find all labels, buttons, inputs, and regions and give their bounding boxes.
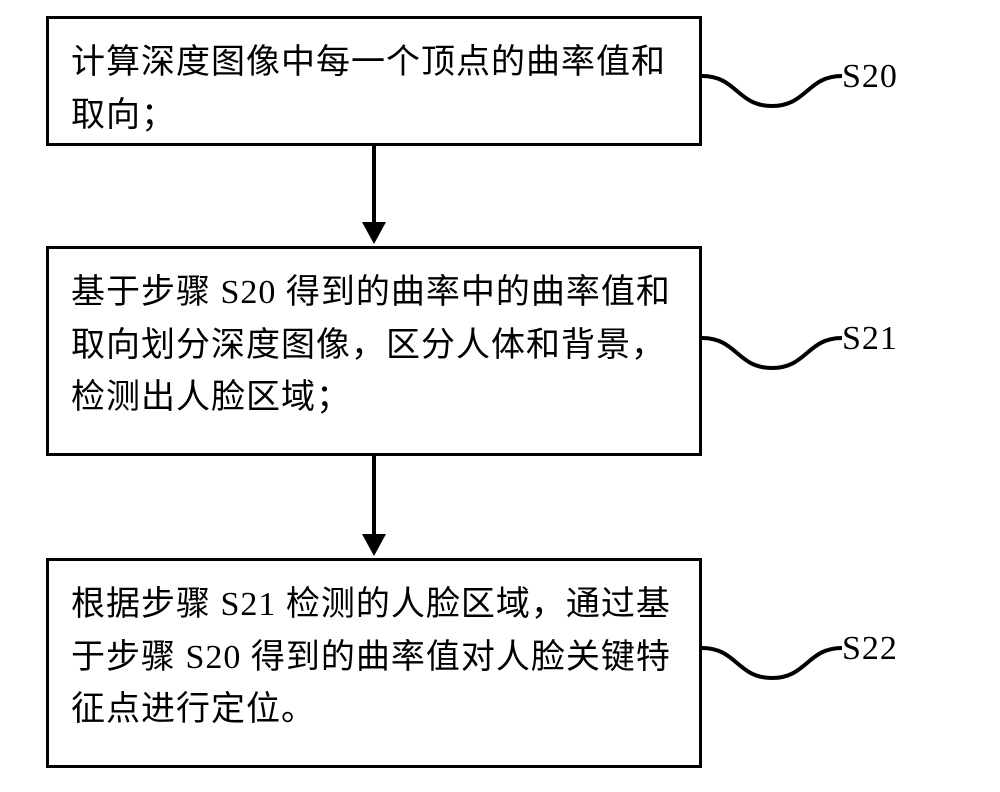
label-s20: S20 bbox=[842, 58, 898, 96]
label-s21: S21 bbox=[842, 320, 898, 358]
arrow-s21-s22-line bbox=[372, 456, 376, 534]
label-s21-text: S21 bbox=[842, 320, 898, 357]
arrow-s21-s22-head bbox=[362, 534, 386, 556]
step-text-s22: 根据步骤 S21 检测的人脸区域，通过基于步骤 S20 得到的曲率值对人脸关键特… bbox=[71, 586, 671, 728]
label-s22: S22 bbox=[842, 630, 898, 668]
label-s20-text: S20 bbox=[842, 58, 898, 95]
connector-s21 bbox=[702, 312, 842, 382]
arrow-s20-s21-head bbox=[362, 222, 386, 244]
step-box-s20: 计算深度图像中每一个顶点的曲率值和取向； bbox=[46, 16, 702, 146]
label-s22-text: S22 bbox=[842, 630, 898, 667]
flowchart-canvas: 计算深度图像中每一个顶点的曲率值和取向； 基于步骤 S20 得到的曲率中的曲率值… bbox=[0, 0, 1000, 792]
step-text-s21: 基于步骤 S20 得到的曲率中的曲率值和取向划分深度图像，区分人体和背景，检测出… bbox=[71, 274, 671, 416]
connector-s22 bbox=[702, 622, 842, 692]
step-text-s20: 计算深度图像中每一个顶点的曲率值和取向； bbox=[71, 44, 666, 134]
connector-s20 bbox=[702, 50, 842, 120]
step-box-s21: 基于步骤 S20 得到的曲率中的曲率值和取向划分深度图像，区分人体和背景，检测出… bbox=[46, 246, 702, 456]
arrow-s20-s21-line bbox=[372, 146, 376, 224]
step-box-s22: 根据步骤 S21 检测的人脸区域，通过基于步骤 S20 得到的曲率值对人脸关键特… bbox=[46, 558, 702, 768]
